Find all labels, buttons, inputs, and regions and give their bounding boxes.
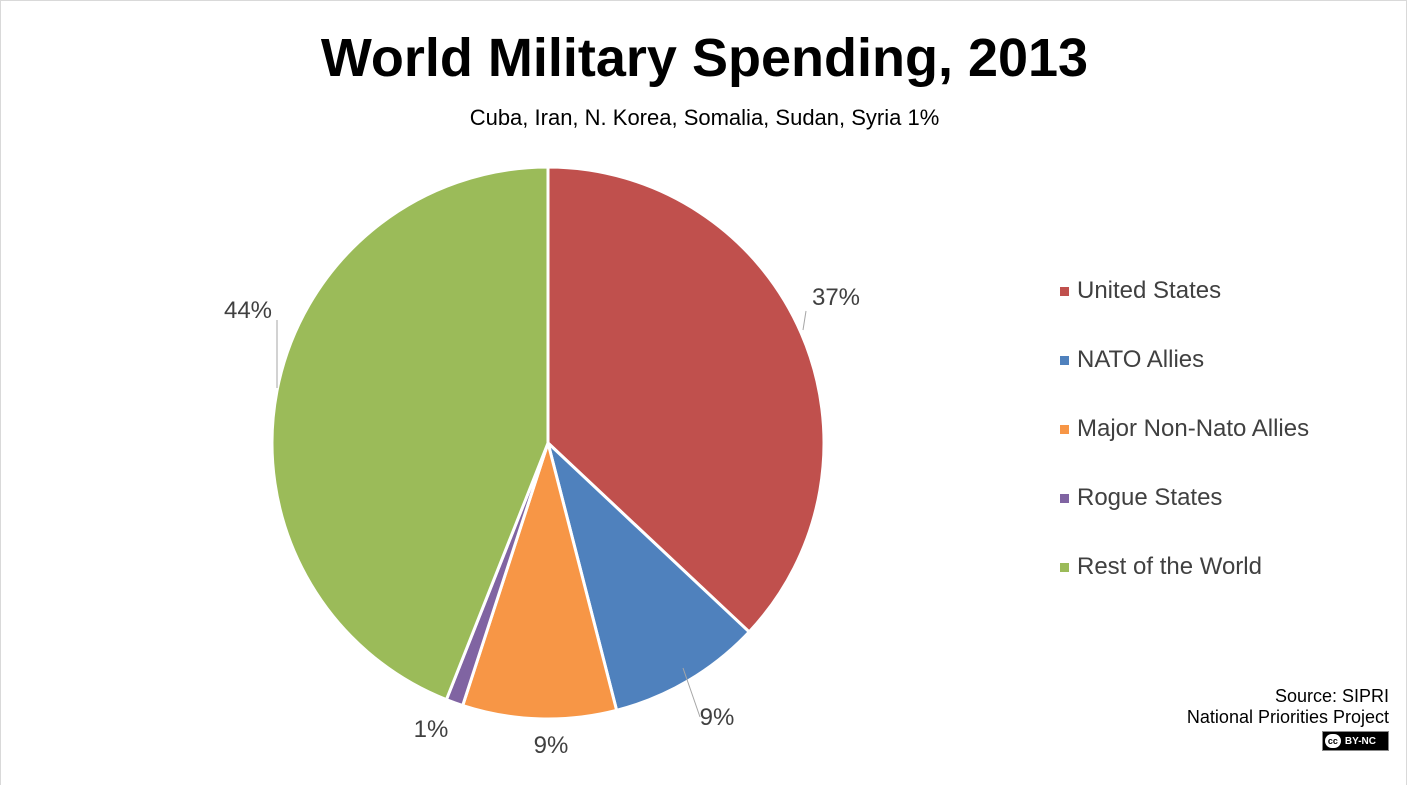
data-label-rogue-states: 1% (414, 716, 449, 743)
cc-icon: cc (1324, 734, 1341, 748)
chart-title: World Military Spending, 2013 (320, 28, 1089, 88)
legend-item-nato-allies: NATO Allies (1060, 345, 1309, 414)
legend-label: Rogue States (1077, 484, 1223, 511)
pie-slice-major-non-nato-allies (461, 441, 619, 721)
source-line: Source: SIPRI (1274, 686, 1389, 706)
data-label-nato-allies: 9% (700, 704, 735, 731)
data-label-united-states: 37% (812, 284, 860, 311)
legend-item-rogue-states: Rogue States (1060, 483, 1309, 552)
legend-label: United States (1077, 277, 1222, 304)
pie-slice-united-states (546, 165, 826, 634)
leader-line-nato-allies (682, 667, 701, 718)
legend-swatch (1060, 494, 1069, 503)
legend-swatch (1060, 425, 1069, 434)
license-badge: cc BY-NC (1321, 731, 1389, 751)
pie-slice-rest-of-the-world (270, 165, 550, 702)
legend-item-rest-of-the-world: Rest of the World (1060, 552, 1309, 621)
license-text: BY-NC (1344, 735, 1376, 747)
legend-item-united-states: United States (1060, 276, 1309, 345)
data-label-major-non-nato-allies: 9% (534, 732, 569, 759)
pie-slice-nato-allies (546, 441, 751, 712)
chart-legend: United States NATO Allies Major Non-Nato… (1060, 276, 1309, 621)
legend-swatch (1060, 563, 1069, 572)
leader-line-united-states (802, 310, 807, 331)
legend-swatch (1060, 287, 1069, 296)
data-label-rest-of-the-world: 44% (224, 297, 272, 324)
legend-label: NATO Allies (1077, 346, 1205, 373)
chart-subtitle: Cuba, Iran, N. Korea, Somalia, Sudan, Sy… (469, 105, 940, 130)
legend-swatch (1060, 356, 1069, 365)
source-org: National Priorities Project (1186, 707, 1389, 727)
legend-label: Major Non-Nato Allies (1077, 415, 1310, 442)
source-credit: Source: SIPRI National Priorities Projec… (1187, 686, 1389, 751)
legend-label: Rest of the World (1077, 553, 1262, 580)
legend-item-major-non-nato-allies: Major Non-Nato Allies (1060, 414, 1309, 483)
